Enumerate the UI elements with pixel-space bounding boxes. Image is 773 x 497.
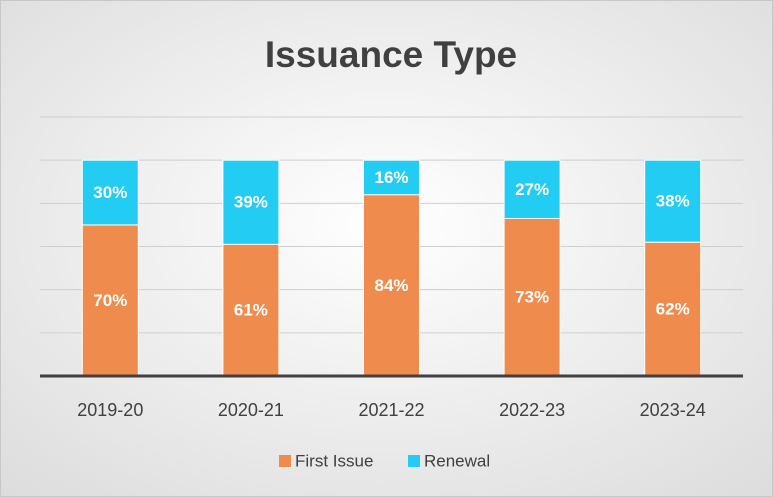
legend-swatch bbox=[408, 455, 420, 467]
legend-label: Renewal bbox=[424, 451, 490, 470]
legend-swatch bbox=[279, 455, 291, 467]
x-tick-label: 2019-20 bbox=[77, 400, 143, 420]
x-tick-label: 2020-21 bbox=[218, 400, 284, 420]
bar-segment bbox=[363, 194, 420, 377]
data-label: 27% bbox=[515, 180, 549, 199]
bar-segment bbox=[503, 217, 561, 377]
legend-label: First Issue bbox=[295, 451, 373, 470]
data-label: 61% bbox=[234, 301, 268, 320]
chart-title: Issuance Type bbox=[265, 34, 517, 75]
bar-segment bbox=[363, 159, 420, 196]
data-label: 16% bbox=[374, 168, 408, 187]
bar-segment bbox=[81, 159, 139, 226]
x-tick-label: 2023-24 bbox=[640, 400, 706, 420]
data-label: 39% bbox=[234, 193, 268, 212]
bar-segment bbox=[644, 241, 702, 377]
bar-segment bbox=[644, 159, 702, 243]
data-label: 30% bbox=[93, 183, 127, 202]
x-tick-label: 2022-23 bbox=[499, 400, 565, 420]
data-label: 38% bbox=[656, 192, 690, 211]
x-tick-label: 2021-22 bbox=[358, 400, 424, 420]
bar-segment bbox=[503, 159, 561, 219]
data-label: 73% bbox=[515, 288, 549, 307]
data-label: 84% bbox=[374, 276, 408, 295]
bar-segment bbox=[81, 224, 139, 377]
bar-segment bbox=[222, 159, 280, 245]
data-label: 70% bbox=[93, 291, 127, 310]
data-label: 62% bbox=[656, 300, 690, 319]
